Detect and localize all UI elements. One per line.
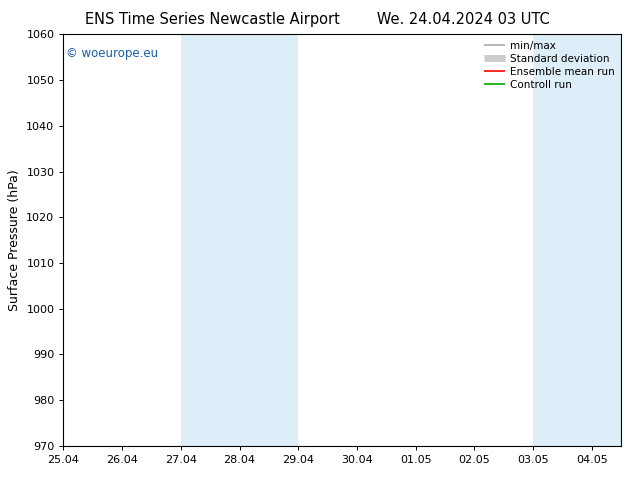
Y-axis label: Surface Pressure (hPa): Surface Pressure (hPa)	[8, 169, 21, 311]
Bar	[533, 34, 621, 446]
Legend: min/max, Standard deviation, Ensemble mean run, Controll run: min/max, Standard deviation, Ensemble me…	[480, 36, 619, 94]
Text: © woeurope.eu: © woeurope.eu	[66, 47, 158, 60]
Bar	[181, 34, 299, 446]
Text: ENS Time Series Newcastle Airport        We. 24.04.2024 03 UTC: ENS Time Series Newcastle Airport We. 24…	[84, 12, 550, 27]
